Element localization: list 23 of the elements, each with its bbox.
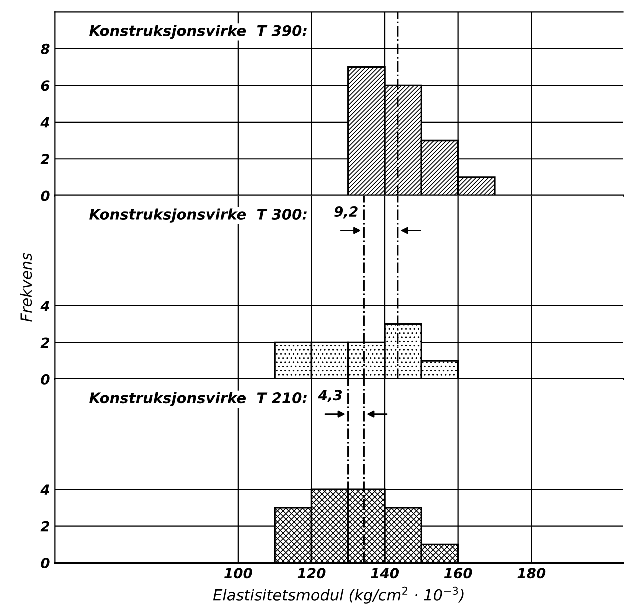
x-tick-label: 100 [224,568,252,579]
y-axis-title: Frekvens [20,253,32,322]
x-tick-label: 140 [371,568,400,579]
y-tick-label: 0 [41,558,50,569]
y-tick-label: 4 [40,118,50,128]
y-tick-label: 6 [41,80,50,92]
annotation: 9,2 [334,206,358,219]
y-tick-label: 0 [41,374,50,385]
x-axis-title: Elastisitetsmodul (kg/cm$^{2}$ · 10$^{−3}$) [213,586,464,604]
text: Konstruksjonsvirke T 390: [90,25,307,40]
text: Konstruksjonsvirke T 210: [90,392,307,407]
y-tick-label: 4 [40,484,50,495]
x-tick-label: 160 [444,568,472,579]
annotation: 4,3 [318,390,342,402]
text: Konstruksjonsvirke T 300: [90,208,307,223]
y-tick-label: 2 [40,338,50,348]
x-tick-label: 180 [518,568,546,579]
x-tick-label: 120 [298,568,326,579]
y-tick-label: 4 [40,301,50,312]
y-tick-label: 2 [40,154,50,164]
y-tick-label: 0 [41,190,50,202]
y-tick-label: 2 [40,521,50,532]
y-tick-label: 8 [40,44,50,54]
